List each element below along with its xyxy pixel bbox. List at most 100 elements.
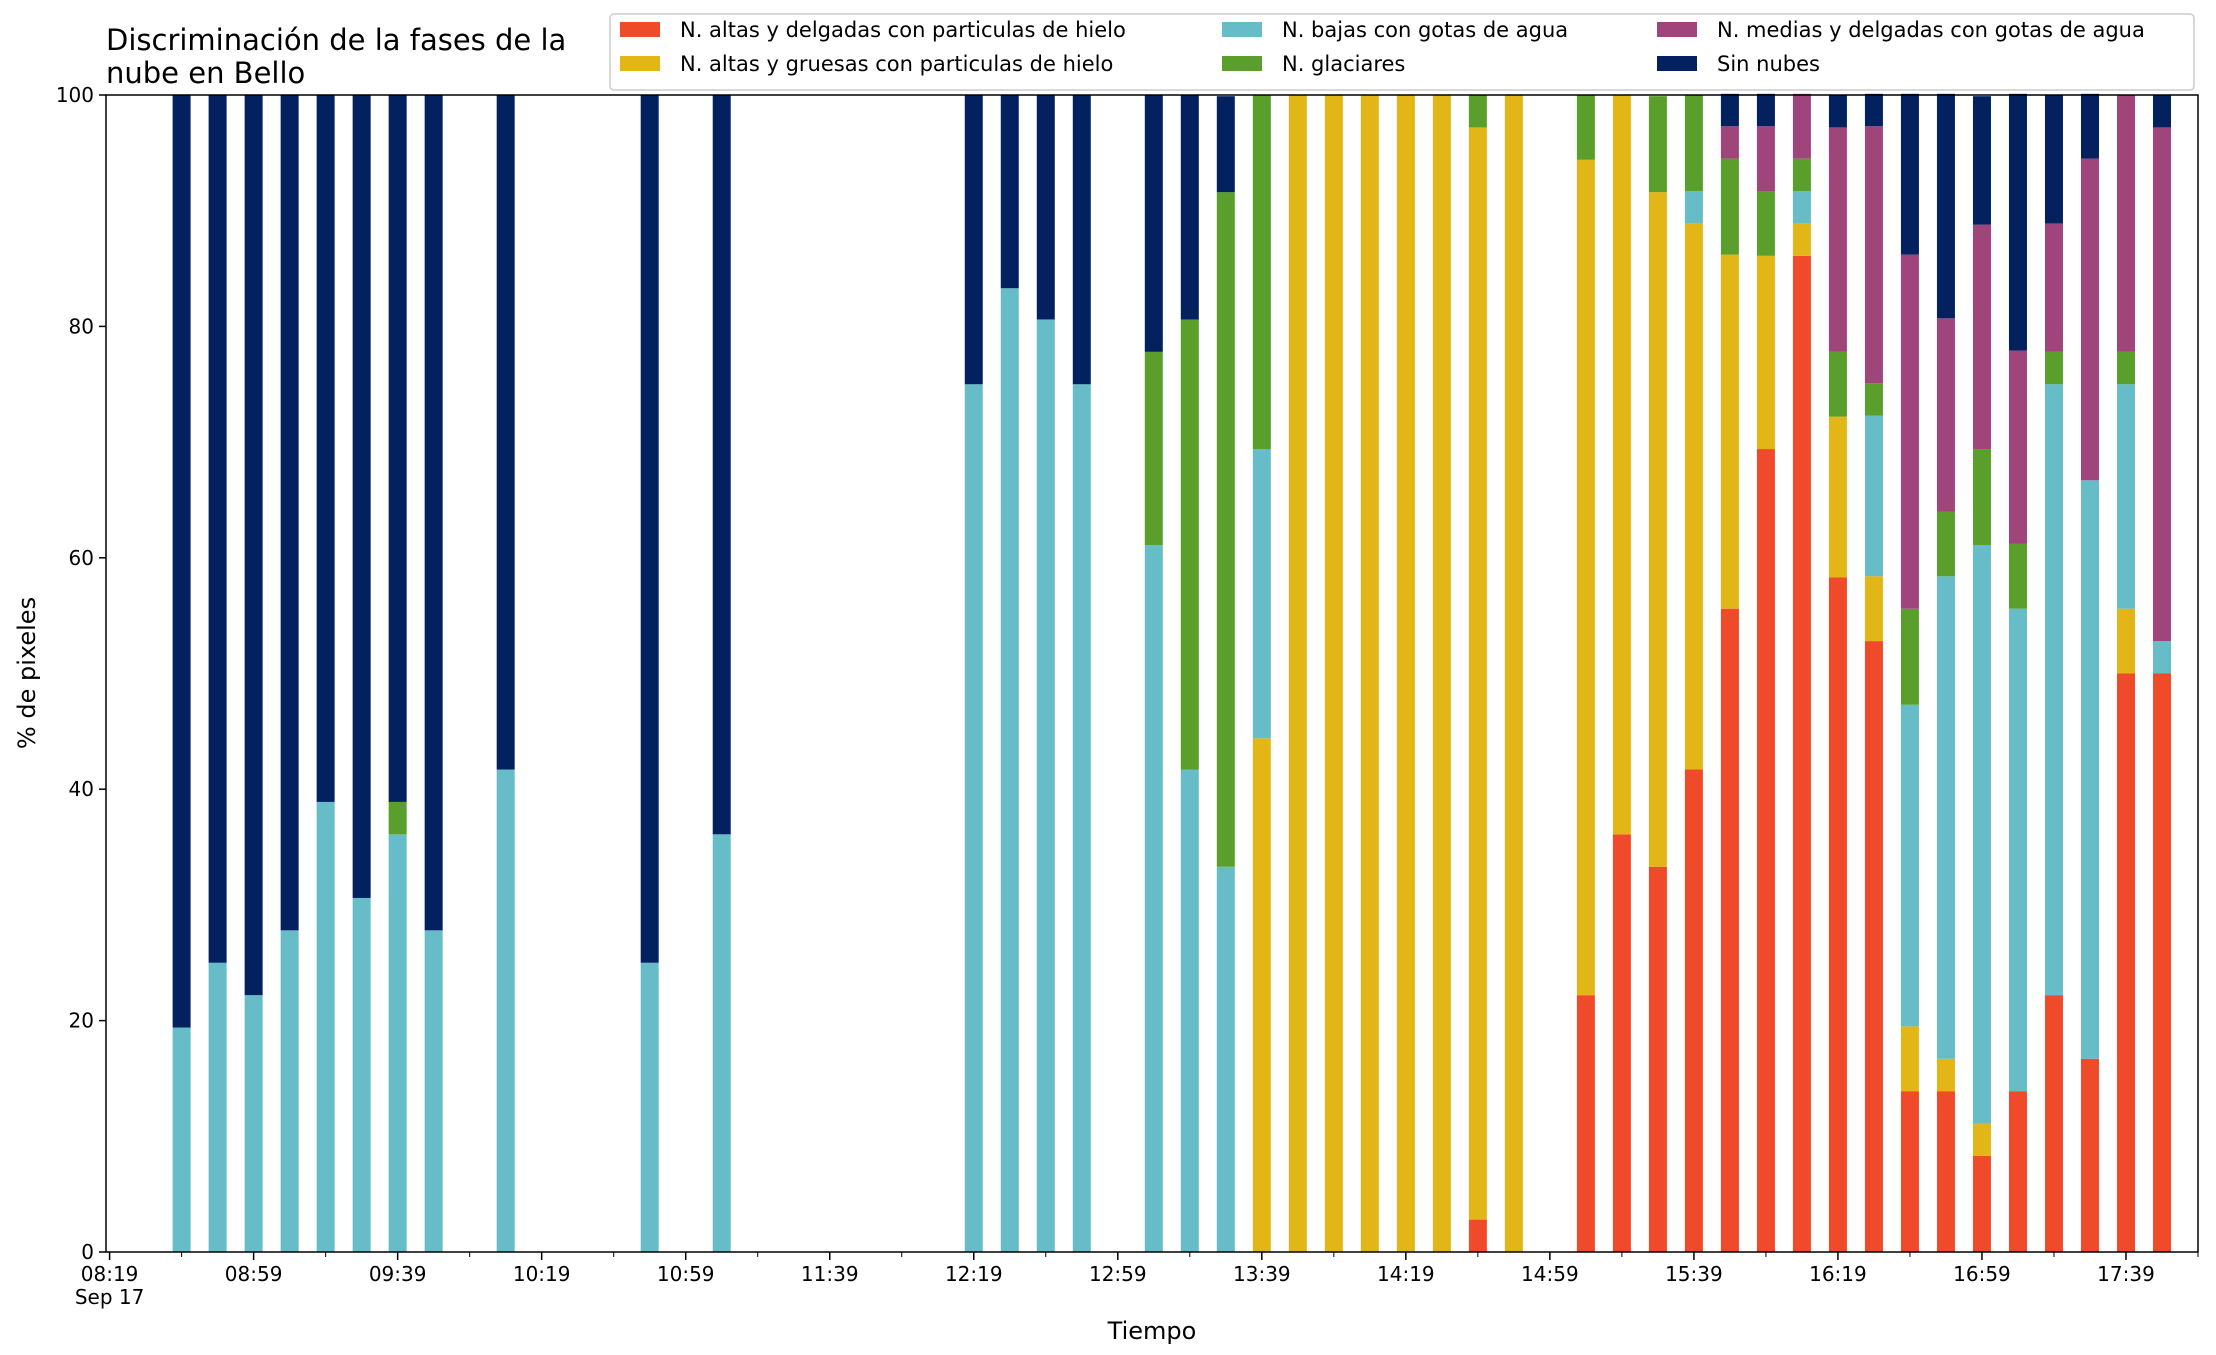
bar-segment [640, 962, 659, 1252]
bar-segment [2152, 95, 2171, 128]
bar-segment [1252, 738, 1271, 1252]
bar-segment [1864, 93, 1883, 127]
bar-segment [1216, 192, 1235, 867]
bar-segment [1468, 95, 1487, 128]
bar-segment [1648, 866, 1667, 1252]
bar-segment [1900, 93, 1919, 255]
bar-segment [1504, 95, 1523, 1252]
y-tick-label: 20 [69, 1009, 94, 1033]
bar-segment [2152, 641, 2171, 674]
bar-segment [208, 95, 227, 963]
bar-segment [352, 897, 371, 1252]
bar-segment [424, 930, 443, 1252]
bar-segment [1900, 1091, 1919, 1252]
x-tick-label: 09:39 [369, 1262, 427, 1286]
bar-segment [1720, 126, 1739, 159]
bar-segment [172, 95, 191, 1028]
legend-box [609, 13, 2195, 91]
chart-title: Discriminación de la fases de la nube en… [106, 23, 566, 90]
bar-segment [1360, 95, 1379, 1252]
y-tick-label: 0 [81, 1240, 94, 1264]
bar-segment [964, 384, 983, 1252]
x-axis: 08:19 08:59 09:39 10:19 10:59 11:39 12:19 12:59… [75, 1252, 2199, 1309]
bar-segment [172, 1027, 191, 1252]
bar-segment [1216, 866, 1235, 1252]
bar-segment [2008, 350, 2027, 544]
bars-layer [172, 93, 2171, 1253]
bar-segment [1000, 288, 1019, 1253]
bar-segment [1612, 834, 1631, 1252]
bar-segment [1252, 449, 1271, 739]
bar-segment [2044, 95, 2063, 224]
bar-segment [1180, 769, 1199, 1252]
bar-segment [2044, 223, 2063, 352]
x-tick-label: 13:39 [1233, 1262, 1291, 1286]
bar-segment [388, 801, 407, 835]
y-tick-label: 80 [69, 314, 94, 338]
y-axis: 0 20 40 60 80 100 [56, 83, 106, 1264]
bar-segment [1324, 95, 1343, 1252]
bar-segment [1144, 545, 1163, 1252]
bar-segment [1828, 95, 1847, 128]
legend-label: N. bajas con gotas de agua [1282, 18, 1568, 42]
legend-swatch [1222, 22, 1262, 37]
bar-segment [2152, 127, 2171, 642]
bar-segment [2152, 673, 2171, 1252]
bar-segment [1864, 641, 1883, 1252]
x-date-label: Sep 17 [75, 1285, 145, 1309]
bar-segment [1396, 95, 1415, 1252]
bar-segment [1900, 254, 1919, 609]
bar-segment [1936, 318, 1955, 512]
bar-segment [1576, 95, 1595, 160]
x-tick-label: 10:19 [513, 1262, 571, 1286]
x-tick-label: 14:59 [1521, 1262, 1579, 1286]
bar-segment [1756, 191, 1775, 256]
bar-segment [1252, 95, 1271, 450]
bar-segment [244, 995, 263, 1252]
bar-segment [1972, 449, 1991, 546]
x-tick-label: 10:59 [657, 1262, 715, 1286]
bar-segment [1576, 159, 1595, 996]
chart-title-line-1: Discriminación de la fases de la [106, 23, 566, 57]
bar-segment [1684, 191, 1703, 224]
bar-segment [1972, 96, 1991, 225]
legend-label: N. altas y gruesas con particulas de hie… [680, 52, 1113, 76]
bar-segment [1864, 576, 1883, 642]
bar-segment [1144, 95, 1163, 352]
bar-segment [1000, 95, 1019, 289]
bar-segment [1432, 95, 1451, 1252]
bar-segment [1972, 545, 1991, 1124]
bar-segment [1936, 93, 1955, 319]
bar-segment [712, 95, 731, 835]
legend-swatch [620, 56, 660, 71]
legend: N. altas y delgadas con particulas de hi… [609, 13, 2195, 91]
bar-segment [1612, 95, 1631, 835]
bar-segment [2008, 93, 2027, 351]
bar-segment [2008, 543, 2027, 609]
bar-segment [1792, 255, 1811, 1252]
bar-segment [2044, 351, 2063, 385]
bar-segment [1864, 415, 1883, 577]
bar-segment [1756, 449, 1775, 1252]
bar-segment [1900, 1026, 1919, 1092]
plot-frame [105, 94, 2199, 1253]
x-tick-label: 12:59 [1089, 1262, 1147, 1286]
x-tick-label: 08:59 [225, 1262, 283, 1286]
chart-title-line-2: nube en Bello [106, 56, 305, 90]
bar-segment [316, 95, 335, 802]
bar-segment [1972, 224, 1991, 450]
bar-segment [1072, 384, 1091, 1252]
bar-segment [1792, 223, 1811, 256]
bar-segment [1648, 96, 1667, 193]
y-tick-label: 60 [69, 546, 94, 570]
x-axis-label: Tiempo [1107, 1317, 1197, 1345]
bar-segment [1900, 704, 1919, 1027]
legend-swatch [1657, 22, 1697, 37]
legend-swatch [1657, 56, 1697, 71]
bar-segment [2008, 608, 2027, 1092]
bar-segment [388, 834, 407, 1252]
bar-segment [1936, 1091, 1955, 1252]
bar-segment [496, 95, 515, 770]
bar-segment [1648, 192, 1667, 867]
